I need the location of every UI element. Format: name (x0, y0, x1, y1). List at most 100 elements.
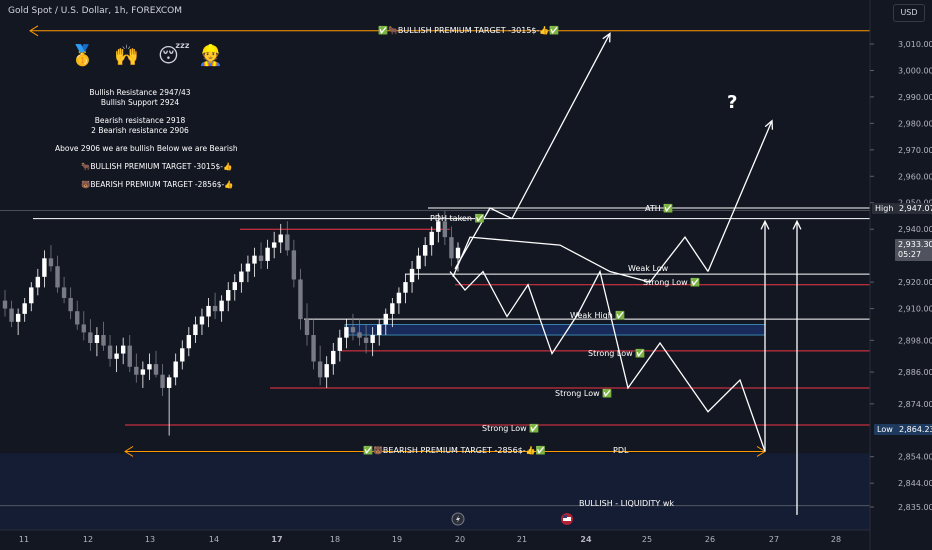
vertical-arrow-1-head (760, 219, 770, 230)
candle-body (317, 361, 323, 378)
candle-body (81, 324, 86, 333)
x-tick-label: 24 (580, 535, 592, 544)
candle-body (186, 335, 192, 349)
y-tick-label: 2,920.00 (898, 278, 932, 287)
candle-body (442, 221, 448, 238)
bottom-target-label[interactable]: ✅🐻BEARISH PREMIUM TARGET -2856$-👍✅ (363, 446, 546, 455)
y-tick-label: 2,980.00 (898, 119, 932, 128)
candle-body (265, 247, 270, 261)
ath-label[interactable]: ATH ✅ (645, 204, 674, 213)
bull-path-2 (452, 236, 709, 283)
note-line: Bearish resistance 2918 (94, 116, 186, 125)
candle-body (298, 279, 303, 320)
candle-body (206, 305, 211, 317)
candle-body (403, 282, 408, 293)
candle-body (147, 364, 152, 370)
strong-low-label-2[interactable]: Strong Low ✅ (588, 349, 646, 358)
y-tick-label: 2,844.00 (898, 479, 932, 488)
y-tick-label: 3,000.00 (898, 66, 932, 75)
bear-path (449, 269, 766, 452)
bar-countdown: 05:27 (898, 250, 922, 259)
bull-arrow-2 (707, 120, 773, 272)
y-tick-label: 2,940.00 (898, 225, 932, 234)
candle-body (9, 308, 14, 322)
liquidity-label[interactable]: BULLISH - LIQUIDITY wk (579, 499, 675, 508)
note-line: Bullish Resistance 2947/43 (89, 88, 191, 97)
sleeping-face-icon: 😴 (158, 43, 191, 67)
strong-low-label-3[interactable]: Strong Low ✅ (555, 389, 613, 398)
note-line: 2 Bearish resistance 2906 (91, 126, 189, 135)
candle-body (75, 311, 80, 325)
raised-hands-icon: 🙌 (114, 43, 139, 67)
candle-body (127, 345, 132, 367)
candle-body (409, 268, 415, 283)
candle-body (396, 292, 402, 304)
candle-body (278, 234, 283, 243)
x-tick-label: 21 (517, 535, 527, 544)
x-tick-label: 19 (392, 535, 402, 544)
candle-body (35, 276, 41, 288)
candle-body (429, 231, 434, 246)
grid-layer (0, 0, 870, 530)
worker-icon: 👷 (198, 43, 223, 67)
candle-body (291, 250, 297, 280)
note-line: Above 2906 we are bullish Below we are B… (55, 144, 238, 153)
weak-high-label[interactable]: Weak High ✅ (570, 311, 626, 320)
flag-icon[interactable] (560, 512, 574, 526)
x-tick-label: 14 (209, 535, 219, 544)
candle-body (271, 242, 277, 248)
y-tick-label: 2,970.00 (898, 146, 932, 155)
pdh-label[interactable]: PDH taken ✅ (430, 214, 485, 223)
projection-paths (449, 32, 802, 515)
candle-body (15, 313, 21, 322)
candle-body (48, 258, 54, 267)
candle-body (219, 300, 224, 312)
bear-target-note: 🐻BEARISH PREMIUM TARGET -2856$-👍 (81, 180, 234, 189)
x-tick-label: 18 (330, 535, 340, 544)
candle-body (68, 297, 73, 312)
candle-body (350, 327, 356, 333)
y-tick-label: 2,854.00 (898, 453, 932, 462)
symbol-title[interactable]: Gold Spot / U.S. Dollar, 1h, FOREXCOM (8, 6, 183, 16)
low-tag-label: Low (874, 424, 896, 435)
candle-body (324, 364, 329, 378)
x-axis-ticks: 11 12 13 14 17 18 19 20 21 24 25 26 27 28 (0, 529, 870, 544)
question-mark[interactable]: ? (727, 92, 738, 113)
note-line: Bullish Support 2924 (100, 98, 180, 107)
candle-body (331, 350, 336, 365)
trade-notes: Bullish Resistance 2947/43 Bullish Suppo… (55, 88, 238, 190)
candle-body (285, 234, 290, 251)
candle-body (363, 337, 369, 343)
candles (2, 210, 461, 436)
candle-body (42, 258, 47, 277)
strong-low-label-4[interactable]: Strong Low ✅ (482, 424, 540, 433)
strong-low-label-1[interactable]: Strong Low ✅ (643, 278, 701, 287)
top-target-label[interactable]: ✅🐂BULLISH PREMIUM TARGET -3015$-👍✅ (378, 26, 560, 35)
candle-body (212, 305, 218, 312)
candle-body (193, 324, 198, 336)
currency-button[interactable]: USD (893, 4, 925, 22)
current-price: 2,933.30 (898, 240, 932, 249)
candle-body (180, 348, 185, 362)
flash-icon[interactable] (451, 512, 465, 526)
candle-body (383, 313, 388, 325)
candle-body (455, 247, 461, 259)
x-tick-label: 11 (19, 535, 29, 544)
bull-target-note: 🐂BULLISH PREMIUM TARGET -3015$-👍 (81, 162, 233, 171)
candle-body (94, 335, 100, 343)
candle-body (390, 303, 395, 314)
price-axis[interactable] (870, 0, 932, 550)
candle-body (114, 353, 119, 359)
plot-background (0, 0, 870, 530)
target-arrowhead (124, 446, 134, 457)
x-tick-label: 20 (455, 535, 465, 544)
bull-arrow-2-head (764, 119, 774, 130)
candle-body (370, 335, 375, 343)
y-tick-label: 2,990.00 (898, 93, 932, 102)
y-tick-label: 2,835.00 (898, 503, 932, 512)
candle-body (120, 345, 126, 354)
y-tick-label: 2,898.00 (898, 336, 932, 345)
pdl-label[interactable]: PDL (613, 446, 629, 455)
weak-low-label[interactable]: Weak Low (628, 264, 669, 273)
